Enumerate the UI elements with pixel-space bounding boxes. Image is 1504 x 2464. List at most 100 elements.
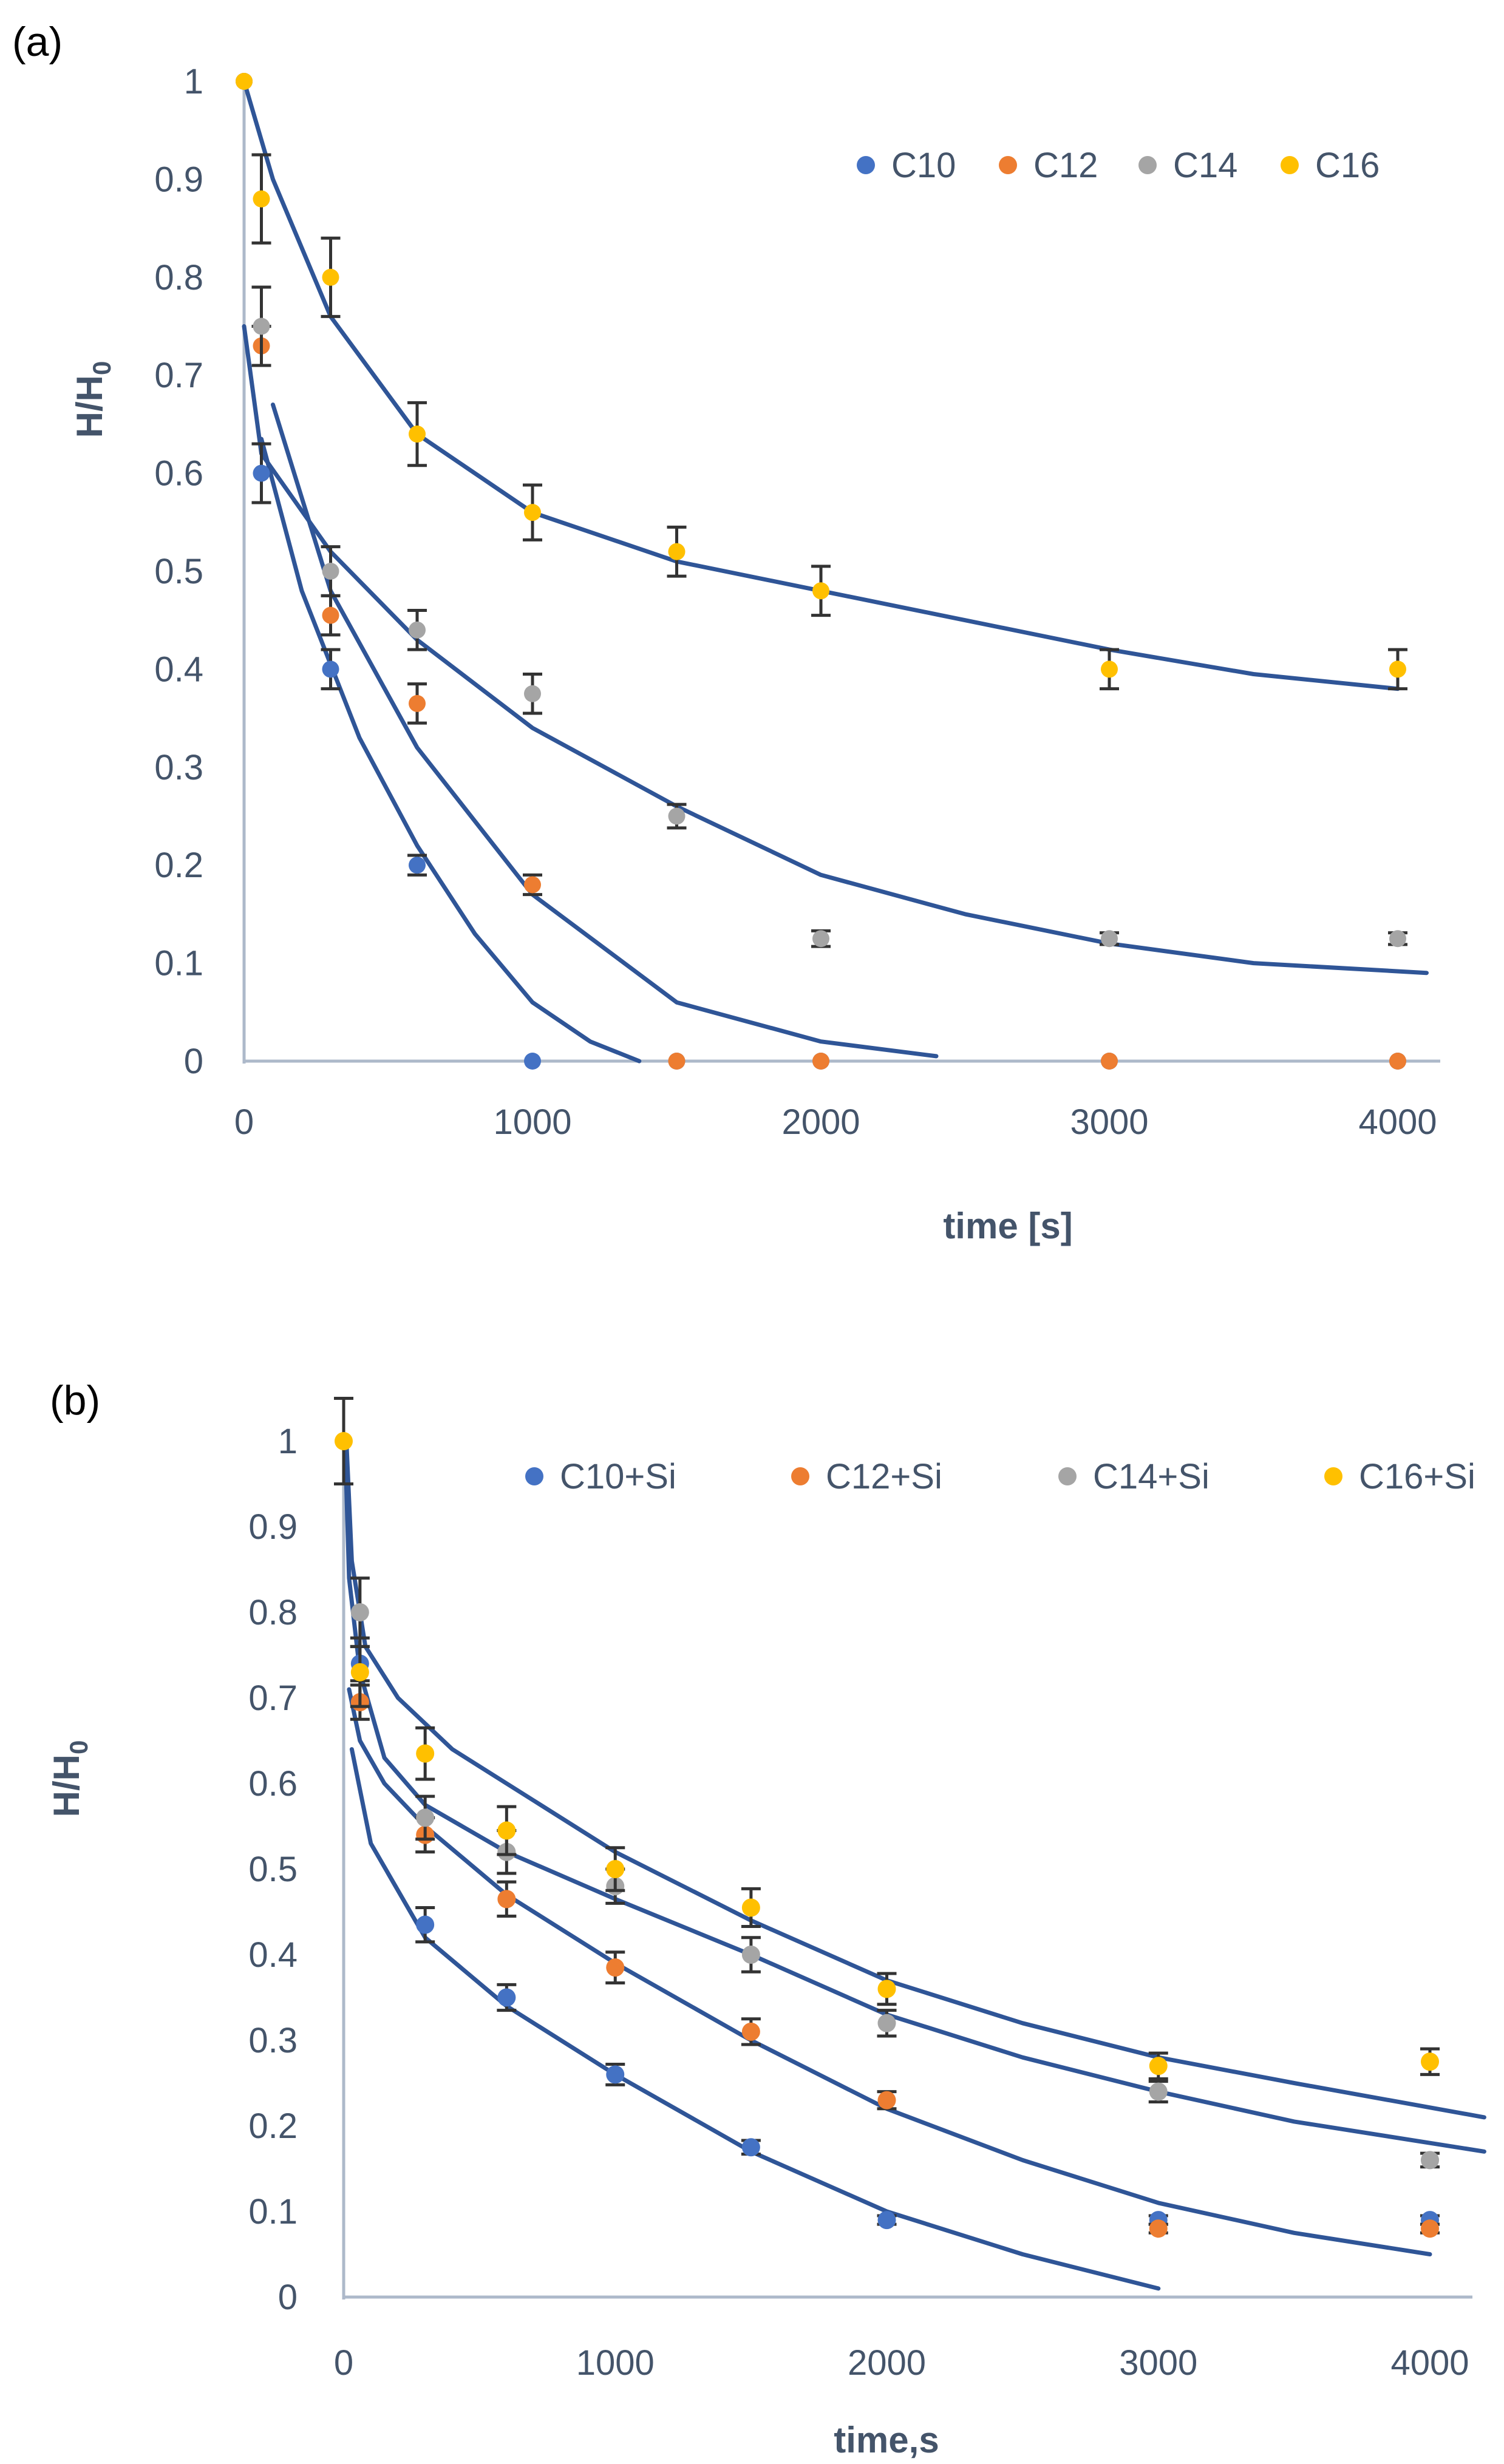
panel-b-c16-si-point	[497, 1821, 516, 1840]
panel-b-legend-label-c16-si: C16+Si	[1359, 1457, 1475, 1496]
panel-b-c14-si-point	[350, 1603, 369, 1621]
panel-b-legend-marker-c14-si	[1058, 1467, 1077, 1485]
panel-a-y-tick-label: 0.5	[154, 552, 203, 591]
panel-b-x-tick-label: 3000	[1119, 2343, 1197, 2383]
panel-b-c16-si-point	[877, 1980, 896, 1998]
panel-a-c10-point	[409, 857, 426, 874]
panel-b-legend-marker-c12-si	[791, 1467, 809, 1485]
panel-b-x-tick-label: 4000	[1390, 2343, 1469, 2383]
panel-a-legend-marker-c16	[1281, 156, 1299, 174]
panel-b-y-tick-label: 0.7	[248, 1678, 298, 1718]
panel-a-legend-label-c14: C14	[1173, 146, 1237, 185]
panel-a-c12-point	[812, 1053, 829, 1070]
panel-b-c10-si-point	[416, 1915, 435, 1934]
panel-a-c14-point	[253, 317, 270, 335]
panel-a-c16-point	[236, 73, 253, 90]
panel-b-c14-si-point	[877, 2014, 896, 2032]
panel-b-y-axis-subscript: 0	[64, 1740, 93, 1754]
panel-b-c10-si-point	[741, 2138, 760, 2157]
panel-a-legend-label-c16: C16	[1315, 146, 1380, 185]
panel-a-legend-label-c12: C12	[1033, 146, 1098, 185]
panel-b-c14-si-point	[1421, 2151, 1439, 2170]
panel-b-x-tick-label: 0	[334, 2343, 353, 2383]
panel-b-x-axis-label: time,s	[834, 2420, 939, 2460]
svg-text:H/H0: H/H0	[69, 361, 116, 438]
panel-b-y-tick-label: 0	[278, 2278, 298, 2317]
panel-a-c14-point	[524, 685, 541, 702]
panel-b-c16-si-point	[335, 1432, 353, 1450]
panel-b-c14-si-point	[741, 1946, 760, 1964]
panel-b-legend-marker-c10-si	[525, 1467, 543, 1485]
panel-b-c16-si-point	[416, 1744, 435, 1763]
panel-b-c16-si-point	[1421, 2052, 1439, 2071]
panel-a-y-tick-label: 1	[184, 62, 203, 101]
panel-a-y-axis-subscript: 0	[87, 361, 116, 375]
panel-b-label: (b)	[50, 1377, 100, 1424]
panel-b-x-tick-label: 1000	[576, 2343, 655, 2383]
panel-a-c10-point	[524, 1053, 541, 1070]
panel-a-y-tick-label: 0.1	[154, 944, 203, 983]
panel-b-c10-si-point	[606, 2065, 625, 2084]
panel-a-c14-point	[409, 621, 426, 639]
panel-a-c12-point	[1389, 1053, 1406, 1070]
panel-b-y-tick-label: 0.5	[248, 1850, 298, 1889]
panel-a-y-tick-label: 0.2	[154, 846, 203, 885]
panel-a-legend-marker-c10	[857, 156, 875, 174]
panel-a-c16-point	[322, 268, 339, 286]
panel-a-x-tick-label: 2000	[781, 1102, 860, 1142]
panel-b-c16-si-point	[1149, 2057, 1168, 2075]
panel-b-c10-si-point	[877, 2211, 896, 2230]
panel-a-c16-point	[812, 582, 829, 600]
panel-b-y-tick-label: 0.2	[248, 2106, 298, 2146]
panel-a-c10-point	[322, 660, 339, 678]
panel-a-x-tick-label: 3000	[1070, 1102, 1148, 1142]
panel-b-c12-si-point	[1149, 2219, 1168, 2238]
panel-a-c12-point	[524, 876, 541, 894]
panel-b-x-tick-label: 2000	[848, 2343, 926, 2383]
panel-b-trendline-2	[347, 1687, 1432, 2256]
panel-a-legend-marker-c14	[1138, 156, 1157, 174]
panel-a-c10-point	[253, 464, 270, 482]
panel-a-trendline-1	[259, 436, 642, 1064]
panel-b-c12-si-point	[497, 1890, 516, 1909]
panel-a-y-tick-label: 0	[184, 1042, 203, 1081]
panel-a-x-tick-label: 1000	[493, 1102, 571, 1142]
panel-b-c10-si-point	[497, 1988, 516, 2007]
panel-a-c16-point	[1101, 660, 1118, 678]
panel-b-c12-si-point	[877, 2091, 896, 2109]
panel-b-y-axis-label: H/H	[46, 1754, 87, 1817]
panel-a-c16-point	[1389, 660, 1406, 678]
panel-b-y-tick-label: 0.1	[248, 2192, 298, 2232]
panel-a-c12-point	[668, 1053, 686, 1070]
panel-a-y-axis-title: H/H0	[69, 361, 116, 438]
panel-b-y-axis-title: H/H0	[46, 1740, 93, 1817]
panel-a-chart: (a) H/H0 time [s] 0 1000 2000 3000 400000.10…	[12, 19, 1440, 1246]
panel-b-c14-si-point	[416, 1808, 435, 1827]
panel-b-y-tick-label: 1	[278, 1422, 298, 1461]
panel-a-c14-point	[812, 930, 829, 948]
panel-a-c12-point	[409, 694, 426, 712]
panel-b-y-tick-label: 0.3	[248, 2021, 298, 2060]
panel-a-x-tick-label: 0	[234, 1102, 254, 1142]
panel-b-c16-si-point	[741, 1898, 760, 1917]
panel-b-chart: (b) H/H0 time,s 0 1000 2000 3000 400000.10.2…	[46, 1377, 1486, 2460]
panel-a-c16-point	[409, 426, 426, 443]
panel-a-x-tick-label: 4000	[1358, 1102, 1437, 1142]
panel-a-c16-point	[524, 504, 541, 521]
panel-b-legend-label-c12-si: C12+Si	[826, 1457, 942, 1496]
panel-a-c14-point	[1101, 930, 1118, 948]
panel-b-y-tick-label: 0.8	[248, 1593, 298, 1632]
panel-b-y-tick-label: 0.9	[248, 1507, 298, 1547]
panel-a-legend-marker-c12	[999, 156, 1017, 174]
panel-a-y-tick-label: 0.4	[154, 650, 203, 689]
panel-a-y-axis-label: H/H	[69, 375, 110, 438]
panel-b-c12-si-point	[606, 1958, 625, 1977]
panel-b-y-tick-label: 0.6	[248, 1764, 298, 1804]
panel-b-c14-si-point	[1149, 2082, 1168, 2101]
panel-b-c16-si-point	[606, 1860, 625, 1878]
panel-a-c14-point	[322, 563, 339, 580]
panel-b-c12-si-point	[741, 2022, 760, 2041]
panel-a-label: (a)	[12, 19, 63, 65]
panel-b-legend-label-c10-si: C10+Si	[560, 1457, 676, 1496]
